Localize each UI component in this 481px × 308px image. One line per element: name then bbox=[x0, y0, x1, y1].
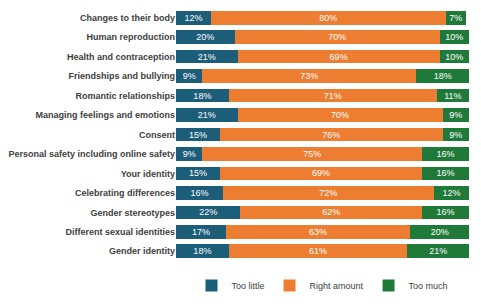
svg-text:61%: 61% bbox=[309, 246, 327, 256]
svg-text:20%: 20% bbox=[196, 32, 214, 42]
svg-text:12%: 12% bbox=[442, 188, 460, 198]
svg-text:18%: 18% bbox=[434, 71, 452, 81]
svg-text:75%: 75% bbox=[303, 149, 321, 159]
svg-text:10%: 10% bbox=[445, 32, 463, 42]
svg-text:70%: 70% bbox=[331, 110, 349, 120]
svg-text:Human reproduction: Human reproduction bbox=[86, 32, 175, 42]
svg-text:69%: 69% bbox=[330, 52, 348, 62]
svg-text:63%: 63% bbox=[309, 227, 327, 237]
svg-text:9%: 9% bbox=[183, 71, 196, 81]
svg-text:Friendships and bullying: Friendships and bullying bbox=[68, 71, 175, 81]
svg-text:70%: 70% bbox=[328, 32, 346, 42]
svg-text:15%: 15% bbox=[189, 130, 207, 140]
svg-text:18%: 18% bbox=[193, 246, 211, 256]
svg-text:16%: 16% bbox=[437, 207, 455, 217]
svg-text:73%: 73% bbox=[300, 71, 318, 81]
svg-text:Right amount: Right amount bbox=[310, 281, 364, 291]
svg-text:Managing feelings and emotions: Managing feelings and emotions bbox=[35, 110, 175, 120]
svg-text:Your identity: Your identity bbox=[121, 169, 175, 179]
svg-text:Personal safety including onli: Personal safety including online safety bbox=[8, 149, 175, 159]
svg-text:Health and contraception: Health and contraception bbox=[67, 52, 175, 62]
svg-text:18%: 18% bbox=[193, 91, 211, 101]
svg-text:22%: 22% bbox=[199, 207, 217, 217]
svg-text:7%: 7% bbox=[449, 13, 462, 23]
svg-text:Consent: Consent bbox=[139, 130, 175, 140]
svg-text:Changes to their body: Changes to their body bbox=[80, 13, 175, 23]
svg-text:Gender stereotypes: Gender stereotypes bbox=[90, 208, 175, 218]
svg-text:16%: 16% bbox=[437, 168, 455, 178]
svg-text:72%: 72% bbox=[319, 188, 337, 198]
svg-text:21%: 21% bbox=[429, 246, 447, 256]
svg-text:9%: 9% bbox=[449, 110, 462, 120]
svg-text:80%: 80% bbox=[319, 13, 337, 23]
svg-text:17%: 17% bbox=[192, 227, 210, 237]
svg-text:21%: 21% bbox=[198, 52, 216, 62]
svg-text:71%: 71% bbox=[324, 91, 342, 101]
svg-text:12%: 12% bbox=[185, 13, 203, 23]
svg-text:11%: 11% bbox=[444, 91, 461, 101]
svg-text:Different sexual identities: Different sexual identities bbox=[65, 227, 175, 237]
svg-text:76%: 76% bbox=[322, 130, 340, 140]
svg-text:Romantic relationships: Romantic relationships bbox=[75, 91, 175, 101]
svg-text:15%: 15% bbox=[189, 168, 207, 178]
svg-text:9%: 9% bbox=[449, 130, 462, 140]
svg-text:21%: 21% bbox=[198, 110, 216, 120]
svg-text:Celebrating differences: Celebrating differences bbox=[75, 188, 175, 198]
svg-text:69%: 69% bbox=[312, 168, 330, 178]
svg-text:9%: 9% bbox=[183, 149, 196, 159]
svg-text:10%: 10% bbox=[445, 52, 463, 62]
svg-text:62%: 62% bbox=[322, 207, 340, 217]
svg-text:20%: 20% bbox=[431, 227, 449, 237]
svg-text:16%: 16% bbox=[190, 188, 208, 198]
svg-text:Gender identity: Gender identity bbox=[109, 246, 175, 256]
svg-text:Too much: Too much bbox=[409, 281, 448, 291]
svg-text:16%: 16% bbox=[437, 149, 455, 159]
svg-text:Too little: Too little bbox=[232, 281, 265, 291]
